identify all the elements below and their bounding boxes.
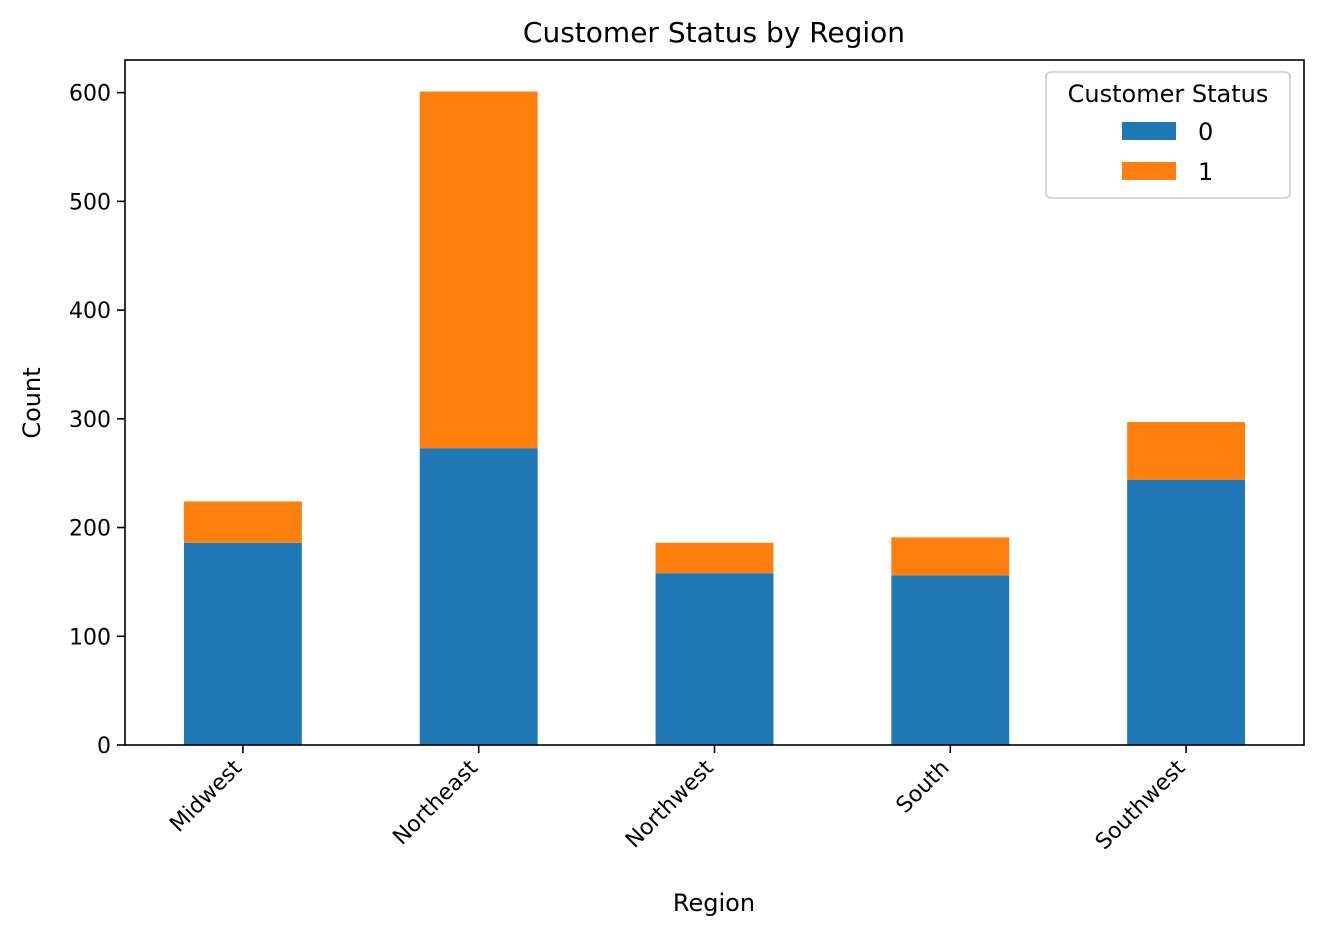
- plot-area: [183, 91, 1246, 745]
- x-tick-label-midwest: Midwest: [165, 755, 247, 837]
- y-tick-label: 600: [69, 82, 111, 107]
- y-tick-label: 300: [69, 408, 111, 433]
- bar-midwest-status-0: [183, 542, 302, 745]
- bar-northeast-status-1: [419, 91, 538, 449]
- bar-northwest-status-1: [655, 542, 774, 574]
- y-tick-label: 200: [69, 517, 111, 542]
- y-tick-label: 500: [69, 190, 111, 215]
- x-tick-label-south: South: [892, 756, 955, 819]
- legend-title: Customer Status: [1068, 80, 1269, 108]
- y-tick-label: 0: [97, 734, 111, 759]
- bar-south-status-0: [891, 575, 1010, 745]
- bar-southwest-status-1: [1127, 422, 1246, 480]
- bar-south-status-1: [891, 537, 1010, 576]
- legend-swatch-0: [1122, 122, 1176, 140]
- x-tick-label-southwest: Southwest: [1091, 755, 1191, 855]
- x-tick-label-northwest: Northwest: [621, 755, 719, 853]
- legend-label-0: 0: [1198, 118, 1213, 146]
- x-axis: Midwest Northeast Northwest South Southwest: [165, 745, 1191, 855]
- x-axis-label: Region: [673, 889, 755, 917]
- legend-swatch-1: [1122, 162, 1176, 180]
- bar-midwest-status-1: [183, 501, 302, 543]
- chart-title: Customer Status by Region: [523, 16, 905, 49]
- legend-label-1: 1: [1198, 158, 1213, 186]
- x-tick-label-northeast: Northeast: [388, 755, 483, 850]
- y-tick-label: 100: [69, 625, 111, 650]
- bar-northwest-status-0: [655, 573, 774, 745]
- legend: Customer Status 01: [1045, 71, 1291, 199]
- bar-northeast-status-0: [419, 448, 538, 745]
- y-tick-label: 400: [69, 299, 111, 324]
- legend-items: 01: [1122, 118, 1213, 186]
- bar-southwest-status-0: [1127, 479, 1246, 745]
- y-axis: 0 100 200 300 400 500 600: [69, 82, 125, 759]
- y-axis-label: Count: [18, 367, 46, 438]
